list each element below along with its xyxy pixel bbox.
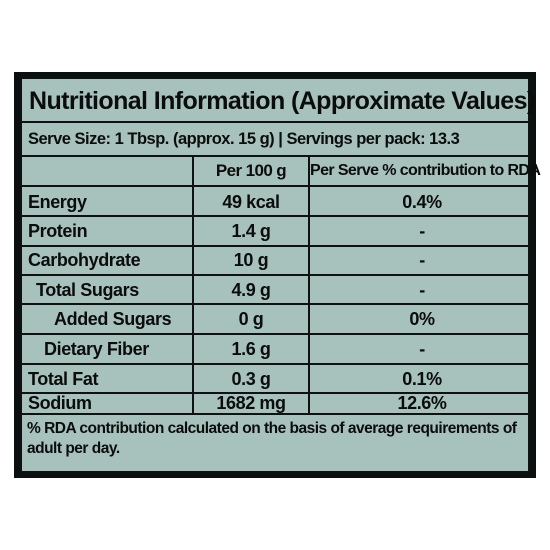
nutrient-per-100g: 0.3 g [231,369,271,389]
header-divider [22,185,528,187]
nutrient-rda: 0.4% [402,192,442,212]
nutrition-label: Nutritional Information (Approximate Val… [20,77,541,473]
nutrient-rda: - [419,280,425,300]
nutrient-rda: - [419,221,425,241]
nutrient-rda: 0% [409,309,435,329]
nutrient-per-100g: 1.6 g [231,339,271,359]
column-divider-2 [308,157,310,413]
nutrient-rda: 0.1% [402,369,442,389]
row-divider [22,303,528,305]
header-per-100g: Per 100 g [215,161,287,180]
nutrient-name: Total Fat [28,369,99,389]
table-bottom-divider [22,413,528,415]
nutrient-per-100g: 1.4 g [231,221,271,241]
nutrient-name: Added Sugars [54,309,172,329]
serving-info: Serve Size: 1 Tbsp. (approx. 15 g) | Ser… [22,123,528,157]
row-divider [22,215,528,217]
nutrient-rda: - [419,339,425,359]
nutrient-per-100g: 49 kcal [222,192,280,212]
nutrient-name: Energy [28,192,87,212]
row-divider [22,363,528,365]
row-divider [22,245,528,247]
column-divider-1 [192,157,194,413]
nutrient-rda: - [419,250,425,270]
label-title: Nutritional Information (Approximate Val… [22,79,535,123]
nutrient-name: Dietary Fiber [44,339,149,359]
nutrient-per-100g: 4.9 g [231,280,271,300]
rda-footnote: % RDA contribution calculated on the bas… [27,420,517,457]
row-divider [22,333,528,335]
nutrient-name: Total Sugars [36,280,139,300]
nutrient-per-100g: 10 g [233,250,269,270]
nutrient-name: Carbohydrate [28,250,141,270]
nutrient-name: Protein [28,221,88,241]
nutrient-per-100g: 1682 mg [216,393,286,413]
row-divider [22,274,528,276]
header-per-serve-rda: Per Serve % contribution to RDA [310,162,541,179]
nutrient-per-100g: 0 g [238,309,264,329]
nutrition-label-photo: Nutritional Information (Approximate Val… [14,72,541,478]
nutrient-rda: 12.6% [397,393,447,413]
nutrient-name: Sodium [28,393,92,413]
row-divider [22,392,528,394]
